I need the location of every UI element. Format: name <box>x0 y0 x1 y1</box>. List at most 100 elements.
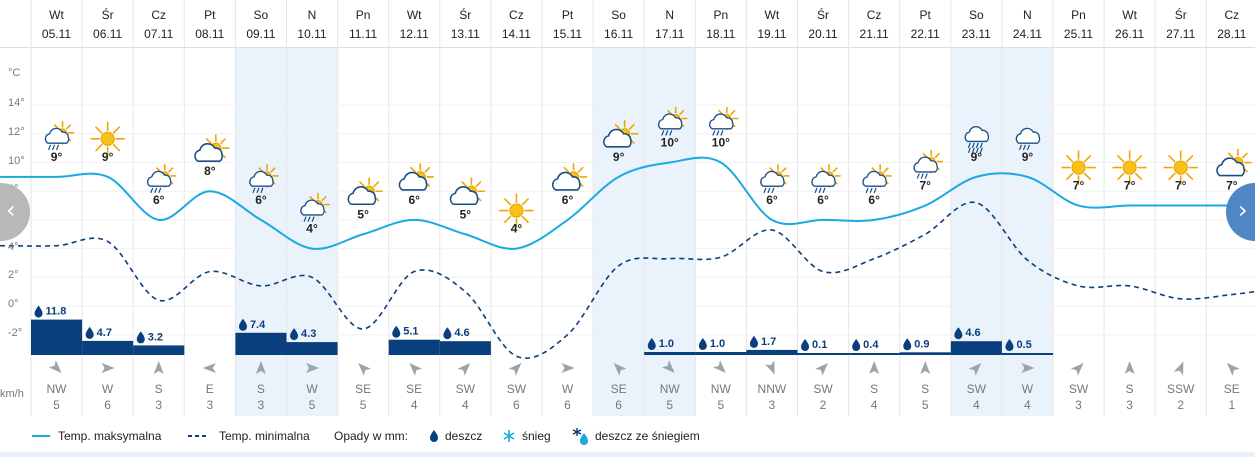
wind-cell: NW 5 <box>644 381 695 413</box>
day-date: 09.11 <box>246 27 276 41</box>
precip-label: 1.0 <box>659 338 674 350</box>
day-date: 25.11 <box>1063 27 1094 41</box>
max-temp-label: 5° <box>357 207 369 221</box>
day-of-week: Śr <box>459 8 472 22</box>
wind-direction: S <box>921 382 930 396</box>
day-of-week: Wt <box>764 8 780 22</box>
max-temp-label: 9° <box>1022 150 1034 164</box>
wind-arrow-icon <box>765 360 775 375</box>
wind-direction: E <box>205 382 214 396</box>
day-header: Wt 19.11 <box>746 6 797 44</box>
day-date: 27.11 <box>1166 27 1196 41</box>
precip-bar <box>82 340 134 355</box>
precip-label: 0.5 <box>1016 339 1031 351</box>
max-temp-label: 4° <box>306 222 318 236</box>
day-of-week: N <box>665 8 675 22</box>
wind-direction: SSW <box>1167 382 1195 396</box>
precip-label: 3.2 <box>148 331 163 343</box>
wind-direction: W <box>561 382 574 396</box>
day-header: So 09.11 <box>235 6 286 44</box>
cloud-sun-icon <box>194 134 230 162</box>
precip-label: 0.9 <box>914 338 929 350</box>
series-max-line <box>0 156 1255 250</box>
day-of-week: Śr <box>1174 8 1187 22</box>
wind-arrow-icon <box>1226 363 1240 376</box>
sun-icon <box>499 193 534 228</box>
y-tick-label: 10° <box>8 154 25 167</box>
wind-speed: 3 <box>768 398 776 412</box>
day-date: 05.11 <box>41 27 72 41</box>
cloud-heavy-rain-icon <box>964 126 990 154</box>
wind-speed: 4 <box>410 398 418 412</box>
precip-label: 1.0 <box>710 338 725 350</box>
precip-bar <box>797 353 849 355</box>
day-of-week: Pn <box>1071 8 1086 22</box>
day-of-week: Wt <box>1122 8 1137 22</box>
cloud-sun-rain-icon <box>249 164 279 194</box>
wind-direction: SW <box>813 382 833 396</box>
day-date: 16.11 <box>604 27 634 41</box>
precip-bar <box>644 352 696 355</box>
wind-arrow-icon <box>255 361 266 374</box>
wind-cell: SE 1 <box>1206 381 1255 413</box>
day-of-week: So <box>611 8 626 22</box>
wind-speed: 1 <box>1228 398 1236 412</box>
wind-speed: 5 <box>308 398 316 412</box>
day-header: N 24.11 <box>1002 6 1053 44</box>
max-temp-label: 6° <box>255 193 267 207</box>
chevron-left-icon: ‹ <box>6 196 16 224</box>
precip-bar <box>695 352 747 355</box>
max-temp-label: 7° <box>1226 179 1238 193</box>
wind-speed: 3 <box>1075 398 1082 412</box>
max-temp-label: 10° <box>661 136 679 150</box>
day-header: Wt 05.11 <box>31 6 82 44</box>
max-temp-label: 6° <box>409 193 421 207</box>
day-header: So 23.11 <box>951 6 1002 44</box>
wind-direction: S <box>870 382 879 396</box>
wind-arrow-icon <box>561 363 575 373</box>
day-of-week: Cz <box>866 8 882 22</box>
precip-bar <box>1001 353 1053 355</box>
max-temp-label: 6° <box>153 193 165 207</box>
rain-drop-icon <box>238 318 247 331</box>
rain-drop-icon <box>290 328 299 341</box>
rain-drop-icon <box>392 325 401 338</box>
wind-unit-label: km/h <box>0 388 24 400</box>
max-temp-label: 6° <box>766 193 778 207</box>
day-of-week: Śr <box>817 8 829 22</box>
max-temp-label: 7° <box>1124 179 1136 193</box>
day-header: N 10.11 <box>287 6 338 44</box>
rain-drop-icon <box>903 338 912 351</box>
wind-speed: 3 <box>257 398 265 412</box>
wind-direction: S <box>1125 382 1134 396</box>
wind-cell: NNW 3 <box>746 381 797 413</box>
wind-speed: 3 <box>1126 398 1133 412</box>
precip-bar <box>899 352 951 355</box>
wind-arrow-icon <box>409 363 423 376</box>
y-axis-unit: °C <box>8 67 21 79</box>
day-of-week: N <box>1023 8 1032 22</box>
day-of-week: Pn <box>713 8 729 22</box>
day-header: Pt 22.11 <box>900 6 951 44</box>
day-date: 13.11 <box>450 27 480 41</box>
wind-direction: SE <box>355 382 372 396</box>
y-tick-label: 0° <box>8 298 19 310</box>
day-header: Wt 12.11 <box>389 6 440 44</box>
max-temp-label: 7° <box>1175 179 1187 193</box>
wind-arrow-icon <box>713 360 726 373</box>
day-header: Pn 25.11 <box>1053 6 1104 44</box>
day-date: 24.11 <box>1012 27 1042 41</box>
precip-label: 5.1 <box>403 326 418 338</box>
precip-bar <box>31 319 83 355</box>
day-header: Pn 18.11 <box>695 6 746 44</box>
wind-direction: SW <box>506 382 527 396</box>
rain-drop-icon <box>136 331 145 344</box>
cloud-sun-icon <box>347 177 383 206</box>
max-temp-label: 9° <box>102 150 114 164</box>
wind-speed: 5 <box>359 398 367 412</box>
day-of-week: Śr <box>101 8 114 22</box>
cloud-sun-rain-icon <box>811 164 841 194</box>
